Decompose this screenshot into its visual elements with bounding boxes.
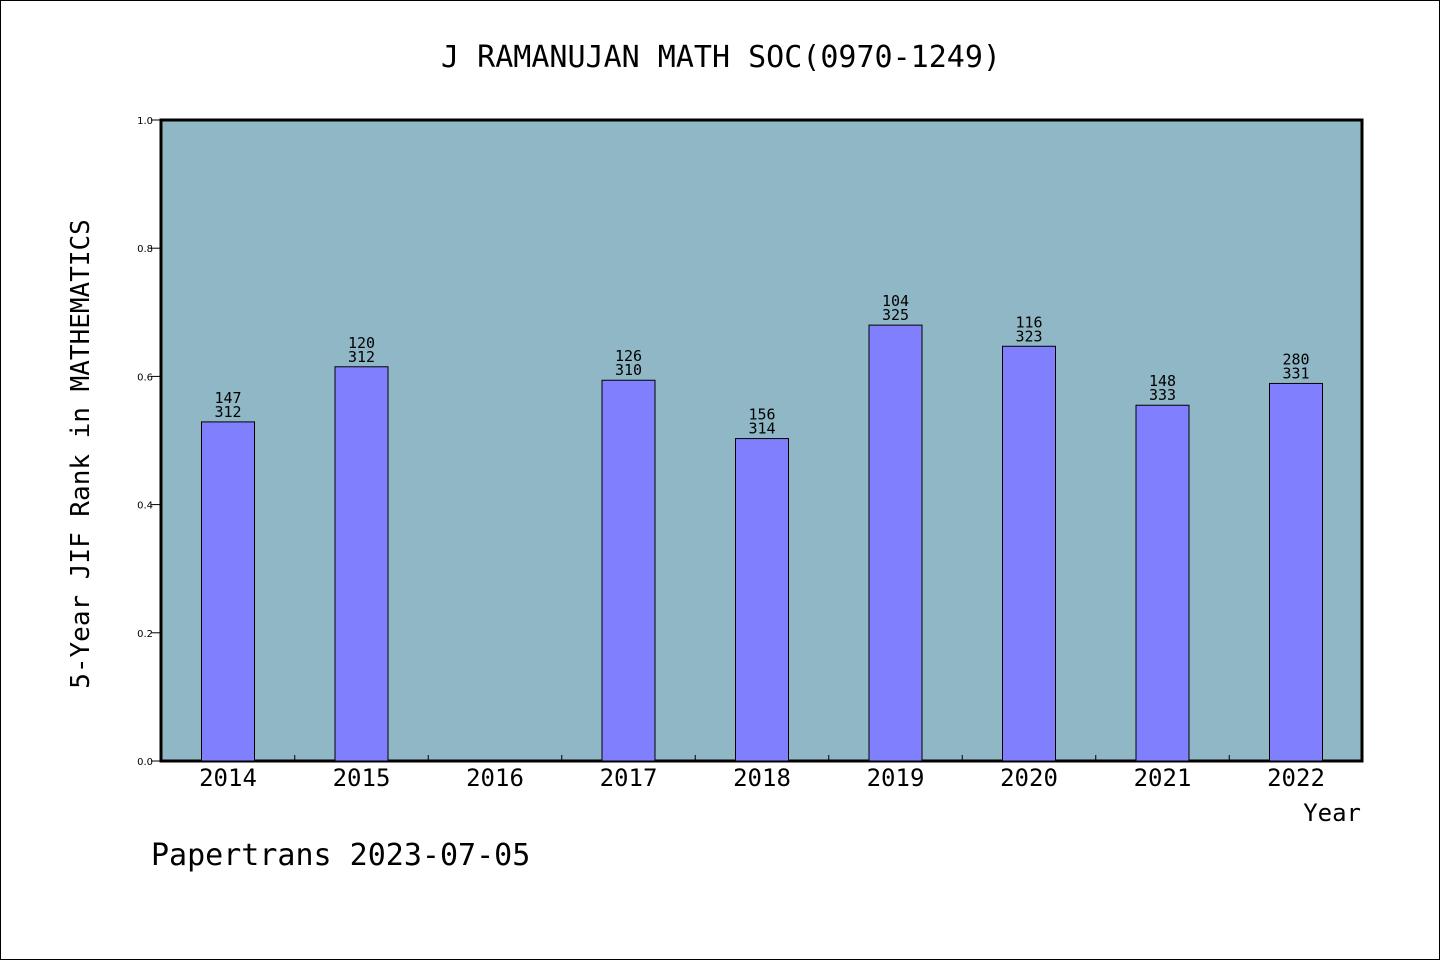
x-axis-ticks: 2014 2015 2016 2017 2018 2019 2020 2021 2022 xyxy=(199,755,1325,792)
bar-2017 xyxy=(601,379,656,762)
bar-label-bottom-2014: 312 xyxy=(214,403,241,421)
bar-2018 xyxy=(735,438,789,762)
y-tick-label: 1.0 xyxy=(137,116,153,127)
bar-label-bottom-2020: 323 xyxy=(1015,327,1042,345)
x-tick-label-2020: 2020 xyxy=(1000,764,1058,792)
bar-label-bottom-2018: 314 xyxy=(748,420,775,438)
bar-label-top-2018: 156 xyxy=(748,406,775,424)
y-tick-label: 0.0 xyxy=(137,757,153,768)
x-tick-label-2014: 2014 xyxy=(199,764,257,792)
y-axis-ticks: 0.0 0.2 0.4 0.6 0.8 1.0 xyxy=(137,116,161,768)
x-tick-label-2017: 2017 xyxy=(600,764,658,792)
bar-2022 xyxy=(1269,382,1323,762)
x-tick-label-2018: 2018 xyxy=(733,764,791,792)
bar-label-bottom-2017: 310 xyxy=(615,361,642,379)
y-axis-label: 5-Year JIF Rank in MATHEMATICS xyxy=(66,219,96,689)
bar-label-top-2020: 116 xyxy=(1015,313,1042,331)
bar-2020 xyxy=(1002,345,1056,762)
bar-label-top-2021: 148 xyxy=(1149,372,1176,390)
bar-label-bottom-2019: 325 xyxy=(882,306,909,324)
y-tick-label: 0.4 xyxy=(137,501,153,512)
bar-2019 xyxy=(868,324,923,762)
bar-label-top-2014: 147 xyxy=(214,389,241,407)
bar-label-bottom-2022: 331 xyxy=(1282,364,1309,382)
x-tick-label-2015: 2015 xyxy=(333,764,391,792)
y-tick-label: 0.8 xyxy=(137,244,153,255)
y-tick-label: 0.2 xyxy=(137,629,153,640)
bar-label-top-2015: 120 xyxy=(348,334,375,352)
x-tick-label-2022: 2022 xyxy=(1267,764,1325,792)
bar-label-bottom-2015: 312 xyxy=(348,348,375,366)
bar-2014 xyxy=(201,421,255,762)
bar-label-top-2019: 104 xyxy=(882,292,909,310)
y-tick-label: 0.6 xyxy=(137,372,153,383)
x-tick-label-2016: 2016 xyxy=(466,764,524,792)
bar-label-top-2022: 280 xyxy=(1282,350,1309,368)
bar-2021 xyxy=(1135,404,1190,762)
x-tick-label-2021: 2021 xyxy=(1134,764,1192,792)
x-tick-label-2019: 2019 xyxy=(867,764,925,792)
bar-label-top-2017: 126 xyxy=(615,347,642,365)
bar-2015 xyxy=(334,366,389,762)
chart-title: J RAMANUJAN MATH SOC(0970-1249) xyxy=(441,40,1001,75)
bar-label-bottom-2021: 333 xyxy=(1149,386,1176,404)
x-axis-label: Year xyxy=(1303,799,1361,827)
footer-credit: Papertrans 2023-07-05 xyxy=(151,838,530,873)
